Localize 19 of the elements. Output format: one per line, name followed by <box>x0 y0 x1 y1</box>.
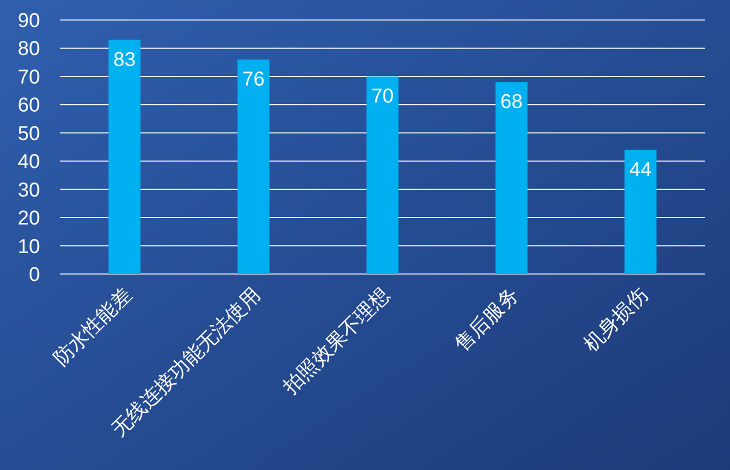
data-label: 76 <box>242 68 265 91</box>
x-tick-label: 防水性能差 <box>50 284 136 370</box>
y-tick-label: 40 <box>18 151 40 174</box>
data-label: 44 <box>629 158 652 181</box>
y-tick-label: 20 <box>18 208 40 230</box>
data-label: 68 <box>500 91 523 114</box>
x-tick-label: 拍照效果不理想 <box>278 284 394 400</box>
data-label: 83 <box>113 48 136 71</box>
y-tick-label: 60 <box>18 94 40 117</box>
y-tick-label: 70 <box>18 66 40 88</box>
y-tick-label: 30 <box>18 179 40 202</box>
x-tick-label: 售后服务 <box>450 284 524 356</box>
y-tick-label: 90 <box>18 10 40 32</box>
data-label: 70 <box>371 85 394 108</box>
x-tick-label: 机身损伤 <box>580 284 652 356</box>
y-tick-label: 50 <box>18 122 40 145</box>
y-tick-label: 10 <box>18 236 40 258</box>
y-tick-label: 0 <box>28 264 40 286</box>
y-tick-label: 80 <box>18 38 40 60</box>
